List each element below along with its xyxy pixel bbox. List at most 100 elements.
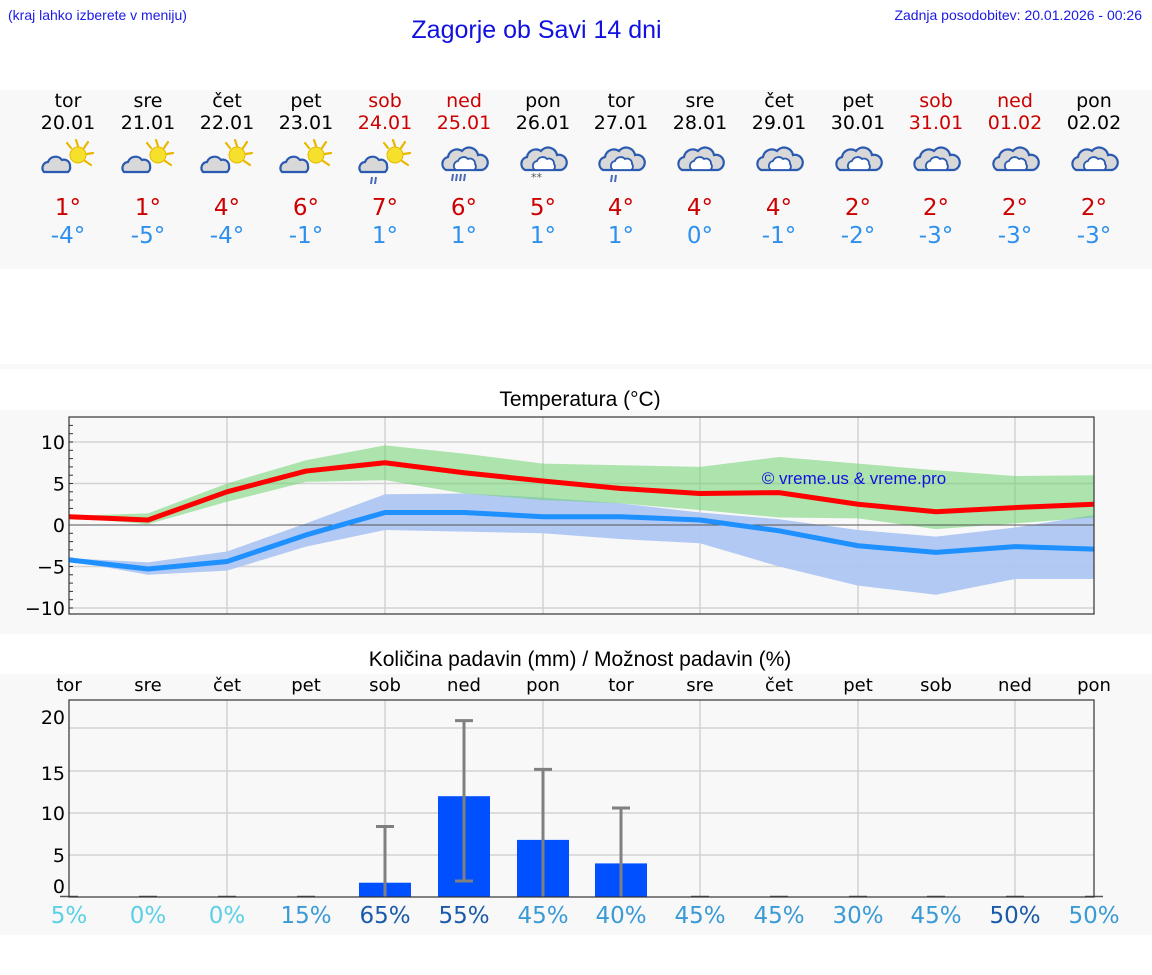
location-hint-link[interactable]: (kraj lahko izberete v meniju) bbox=[8, 7, 187, 23]
temp-min: 1° bbox=[529, 223, 557, 249]
day-date: 22.01 bbox=[199, 112, 255, 134]
precip-probability: 40% bbox=[595, 903, 647, 929]
temp-max: 7° bbox=[371, 195, 399, 221]
y-tick-label: 0 bbox=[53, 876, 65, 898]
precip-day-label: čet bbox=[212, 675, 242, 696]
forecast-day: sob 31.01 2° -3° bbox=[897, 90, 975, 250]
day-date: 20.01 bbox=[40, 112, 96, 134]
y-tick-label: 0 bbox=[53, 515, 65, 537]
forecast-day: tor 20.01 1° -4° bbox=[29, 90, 107, 250]
day-name: tor bbox=[54, 90, 82, 112]
precip-probability: 0% bbox=[208, 903, 246, 929]
temp-min: -3° bbox=[997, 223, 1033, 249]
temperature-chart-title: Temperatura (°C) bbox=[499, 388, 661, 411]
temp-min: 0° bbox=[686, 223, 714, 249]
temp-max: 4° bbox=[686, 195, 714, 221]
partly-cloudy-icon bbox=[188, 136, 266, 188]
cloudy-icon bbox=[661, 136, 739, 188]
precip-day-label: tor bbox=[56, 675, 82, 696]
precip-probability: 45% bbox=[517, 903, 569, 929]
temp-min: 1° bbox=[371, 223, 399, 249]
cloudy-icon bbox=[976, 136, 1054, 188]
y-tick-label: 5 bbox=[53, 845, 65, 867]
precip-day-label: pet bbox=[843, 675, 873, 696]
precip-probability: 5% bbox=[50, 903, 88, 929]
partly-cloudy-icon bbox=[29, 136, 107, 188]
forecast-strip: tor 20.01 1° -4° sre 21.01 1° -5° čet 22… bbox=[0, 90, 1152, 269]
precip-probability: 50% bbox=[1068, 903, 1120, 929]
forecast-day: sre 21.01 1° -5° bbox=[109, 90, 187, 250]
temp-min: 1° bbox=[607, 223, 635, 249]
day-date: 30.01 bbox=[830, 112, 886, 134]
last-update-text: Zadnja posodobitev: 20.01.2026 - 00:26 bbox=[894, 7, 1142, 23]
temp-max: 2° bbox=[922, 195, 950, 221]
day-name: tor bbox=[607, 90, 635, 112]
cloudy-heavy-rain-icon bbox=[425, 136, 503, 188]
day-date: 29.01 bbox=[751, 112, 807, 134]
day-name: pon bbox=[525, 90, 561, 112]
cloudy-icon bbox=[740, 136, 818, 188]
precip-day-label: pon bbox=[526, 675, 560, 696]
precip-day-label: čet bbox=[764, 675, 794, 696]
day-name: čet bbox=[764, 90, 794, 112]
precip-probability: 65% bbox=[359, 903, 411, 929]
forecast-day: pet 30.01 2° -2° bbox=[819, 90, 897, 250]
day-date: 01.02 bbox=[987, 112, 1043, 134]
day-name: sre bbox=[133, 90, 163, 112]
day-name: pet bbox=[842, 90, 874, 112]
temp-max: 4° bbox=[607, 195, 635, 221]
precip-probability: 0% bbox=[129, 903, 167, 929]
precip-probability: 45% bbox=[674, 903, 726, 929]
day-name: ned bbox=[997, 90, 1033, 112]
forecast-day: čet 29.01 4° -1° bbox=[740, 90, 818, 250]
forecast-day: ned 01.02 2° -3° bbox=[976, 90, 1054, 250]
forecast-day: sre 28.01 4° 0° bbox=[661, 90, 739, 250]
day-name: pon bbox=[1076, 90, 1112, 112]
precip-day-label: sre bbox=[134, 675, 162, 696]
partly-cloudy-icon bbox=[109, 136, 187, 188]
day-date: 31.01 bbox=[908, 112, 964, 134]
forecast-day: pon 26.01 ** 5° 1° bbox=[504, 90, 582, 250]
day-date: 28.01 bbox=[672, 112, 728, 134]
precip-day-label: sob bbox=[369, 675, 401, 696]
precip-day-label: pon bbox=[1077, 675, 1111, 696]
precip-day-label: ned bbox=[998, 675, 1032, 696]
temp-min: -1° bbox=[288, 223, 324, 249]
temp-max: 4° bbox=[765, 195, 793, 221]
day-date: 26.01 bbox=[515, 112, 571, 134]
cloudy-icon bbox=[1055, 136, 1133, 188]
temp-max: 1° bbox=[134, 195, 162, 221]
day-name: sob bbox=[368, 90, 402, 112]
separator bbox=[0, 364, 1152, 369]
forecast-day: sob 24.01 7° 1° bbox=[346, 90, 424, 250]
y-tick-label: 5 bbox=[53, 474, 65, 496]
partly-cloudy-icon bbox=[267, 136, 345, 188]
temp-min: -4° bbox=[209, 223, 245, 249]
temp-min: -2° bbox=[840, 223, 876, 249]
y-tick-label: 10 bbox=[41, 432, 65, 454]
cloudy-light-rain-icon bbox=[582, 136, 660, 188]
day-name: ned bbox=[446, 90, 482, 112]
day-date: 21.01 bbox=[120, 112, 176, 134]
day-date: 23.01 bbox=[278, 112, 334, 134]
precip-probability: 55% bbox=[438, 903, 490, 929]
forecast-day: tor 27.01 4° 1° bbox=[582, 90, 660, 250]
precip-probability: 15% bbox=[280, 903, 332, 929]
precip-day-label: ned bbox=[447, 675, 481, 696]
y-tick-label: −5 bbox=[37, 557, 65, 579]
y-tick-label: 20 bbox=[41, 707, 65, 729]
precip-day-label: tor bbox=[608, 675, 634, 696]
cloudy-snow-icon: ** bbox=[504, 136, 582, 188]
y-tick-label: −10 bbox=[25, 598, 65, 620]
precip-probability: 45% bbox=[753, 903, 805, 929]
partly-cloudy-light-rain-icon bbox=[346, 136, 424, 188]
temp-min: -1° bbox=[761, 223, 797, 249]
temp-min: -3° bbox=[1076, 223, 1112, 249]
temp-min: -4° bbox=[50, 223, 86, 249]
temp-max: 2° bbox=[1001, 195, 1029, 221]
day-name: sob bbox=[919, 90, 953, 112]
forecast-day: čet 22.01 4° -4° bbox=[188, 90, 266, 250]
temp-max: 6° bbox=[292, 195, 320, 221]
